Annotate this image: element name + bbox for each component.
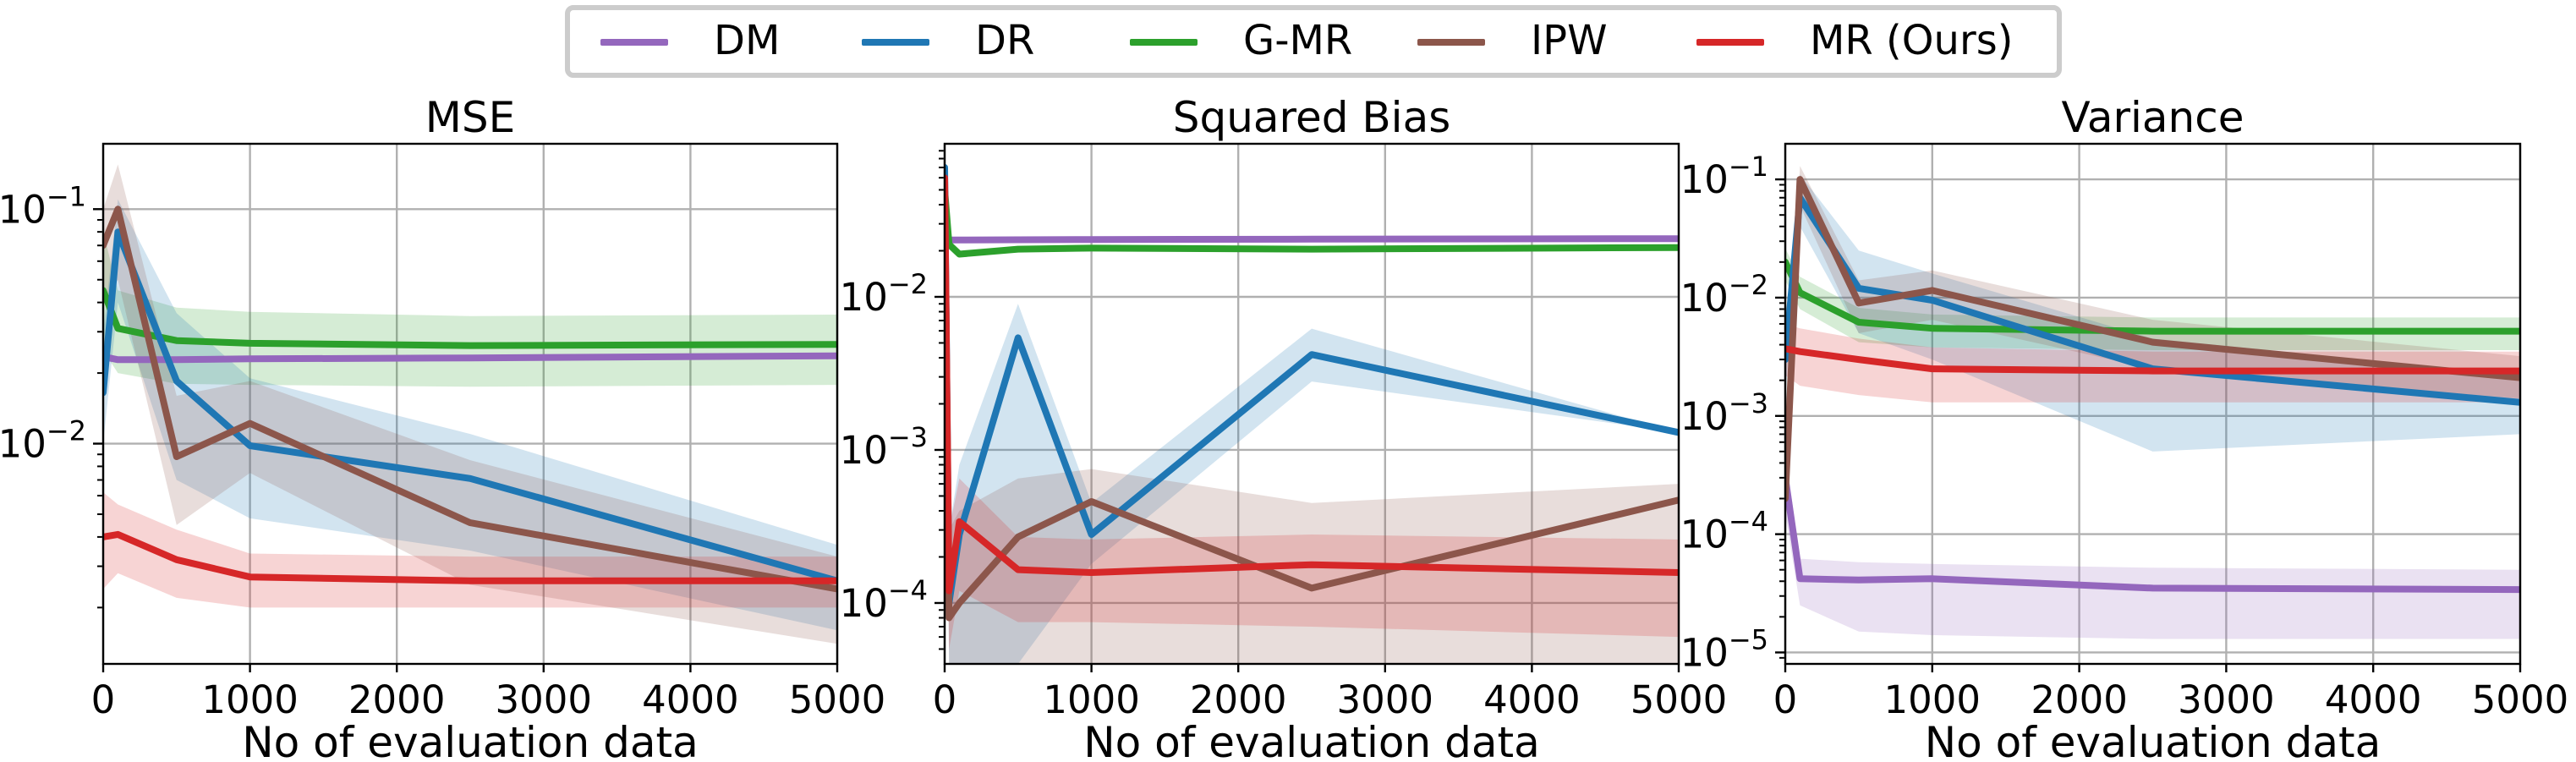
legend: DM DR G-MR IPW MR (Ours) xyxy=(565,5,2062,78)
x-tick-label: 0 xyxy=(1773,677,1798,722)
series-line-g-mr xyxy=(945,186,1679,258)
gridlines: 0 1000 2000 3000 4000 5000 10−2 10−3 10−4 xyxy=(840,144,1728,722)
x-axis-label: No of evaluation data xyxy=(1925,718,2381,762)
x-tick-label: 1000 xyxy=(1884,677,1981,722)
x-tick-label: 4000 xyxy=(642,677,739,722)
series-line-dr xyxy=(103,228,837,584)
y-tick-label: 10−2 xyxy=(840,268,928,320)
series-line-dm xyxy=(945,235,1679,244)
chart-panel-mse: 0 1000 2000 3000 4000 5000 10−1 10−2 MSE No of ev… xyxy=(0,93,885,762)
band-g-mr xyxy=(1785,248,2520,350)
y-tick-label: 10−4 xyxy=(840,574,928,626)
x-tick-label: 4000 xyxy=(2325,677,2422,722)
legend-swatch xyxy=(1696,39,1764,46)
band-dm xyxy=(1785,451,2520,639)
band-mr-ours xyxy=(945,158,1679,650)
y-tick-label: 10−5 xyxy=(1680,623,1768,675)
legend-swatch xyxy=(1417,39,1485,46)
series-line-dm xyxy=(1785,474,2520,594)
series-line-g-mr xyxy=(103,287,837,349)
x-tick-label: 3000 xyxy=(496,677,593,722)
y-tick-label: 10−1 xyxy=(0,180,86,232)
chart-panel-squared-bias: 0 1000 2000 3000 4000 5000 10−2 10−3 10−4 Squared… xyxy=(840,93,1728,762)
x-tick-label: 4000 xyxy=(1483,677,1581,722)
band-ipw xyxy=(103,164,837,644)
x-tick-label: 2000 xyxy=(2031,677,2128,722)
x-tick-label: 0 xyxy=(933,677,957,722)
legend-label: DM xyxy=(714,17,781,64)
x-tick-label: 5000 xyxy=(2472,677,2569,722)
legend-swatch xyxy=(1130,39,1198,46)
chart-panel-variance: 0 1000 2000 3000 4000 5000 10−1 10−2 10−3 10−4 10−… xyxy=(1680,93,2569,762)
plot-area xyxy=(103,164,837,644)
legend-swatch xyxy=(862,39,929,46)
chart-title: MSE xyxy=(425,93,515,142)
axes-frame xyxy=(1784,142,2522,666)
y-tick-label: 10−3 xyxy=(1680,387,1768,439)
legend-swatch xyxy=(600,39,668,46)
x-axis-label: No of evaluation data xyxy=(242,718,698,762)
y-tick-label: 10−4 xyxy=(1680,506,1768,557)
legend-label: DR xyxy=(975,17,1035,64)
x-tick-label: 0 xyxy=(91,677,116,722)
x-tick-label: 3000 xyxy=(2178,677,2275,722)
legend-label: MR (Ours) xyxy=(1810,17,2014,64)
x-axis-label: No of evaluation data xyxy=(1083,718,1539,762)
chart-title: Variance xyxy=(2062,93,2244,142)
y-tick-label: 10−2 xyxy=(1680,269,1768,321)
y-tick-label: 10−1 xyxy=(1680,151,1768,202)
series-line-mr-ours xyxy=(945,174,1679,595)
series-line-ipw xyxy=(1785,176,2520,502)
chart-title: Squared Bias xyxy=(1173,93,1451,142)
y-tick-label: 10−3 xyxy=(840,421,928,473)
plot-area xyxy=(1785,166,2520,639)
y-tick-label: 10−2 xyxy=(0,415,86,467)
legend-label: IPW xyxy=(1531,17,1608,64)
legend-label: G-MR xyxy=(1243,17,1353,64)
axes-frame xyxy=(101,142,839,666)
x-tick-label: 1000 xyxy=(1043,677,1140,722)
series-line-ipw xyxy=(103,206,837,593)
band-ipw xyxy=(945,158,1679,664)
band-dr xyxy=(945,151,1679,664)
x-tick-label: 2000 xyxy=(348,677,446,722)
series-line-ipw xyxy=(945,174,1679,622)
x-tick-label: 5000 xyxy=(789,677,886,722)
x-tick-label: 2000 xyxy=(1190,677,1287,722)
x-tick-label: 5000 xyxy=(1631,677,1728,722)
plot-area xyxy=(945,151,1679,664)
band-dr xyxy=(103,199,837,631)
series-line-mr-ours xyxy=(103,530,837,584)
x-tick-label: 1000 xyxy=(201,677,299,722)
axes-frame xyxy=(943,142,1680,666)
band-ipw xyxy=(1785,166,2520,534)
x-tick-label: 3000 xyxy=(1337,677,1434,722)
series-line-dm xyxy=(103,352,837,364)
series-line-mr-ours xyxy=(1785,345,2520,375)
